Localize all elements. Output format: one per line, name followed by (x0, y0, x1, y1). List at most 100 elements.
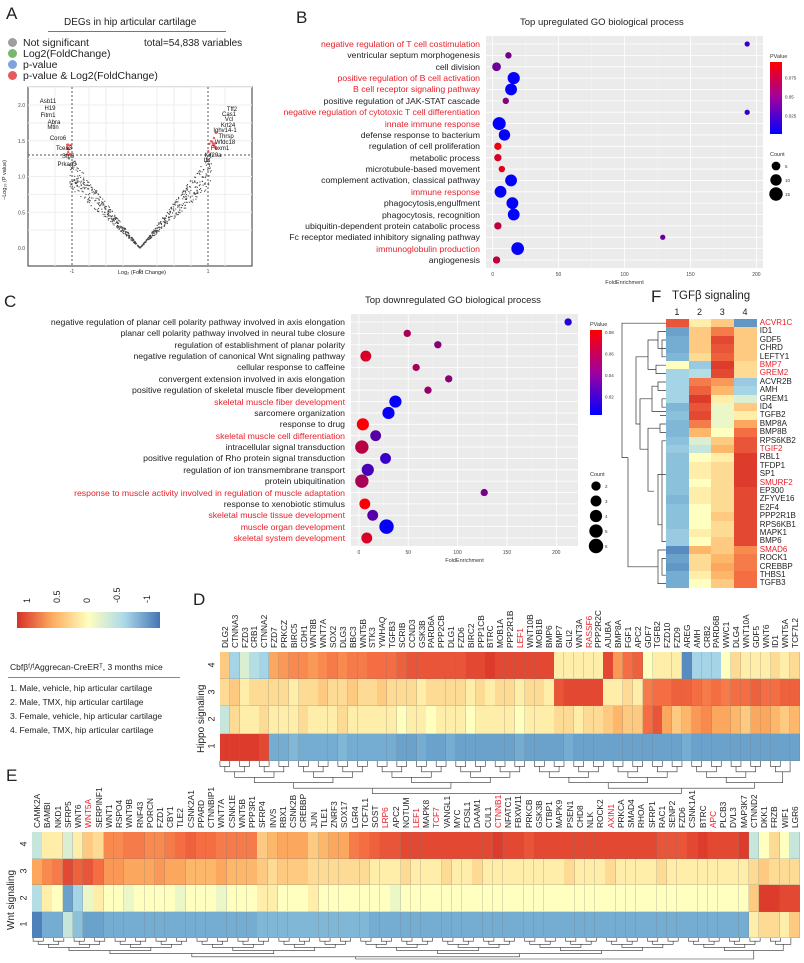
heatmap-cell (652, 706, 663, 734)
dendrogram-branch (68, 947, 152, 951)
heatmap-cell (42, 858, 53, 886)
dendrogram-branch (560, 947, 643, 951)
pvalue-tick: 0.08 (605, 330, 614, 335)
heatmap-cell (446, 679, 457, 707)
heatmap-cell (691, 733, 702, 761)
heatmap-cell (623, 652, 634, 680)
heatmap-cell (666, 571, 689, 580)
x-axis-label: FoldEnrichment (605, 280, 644, 286)
heatmap-cell (573, 733, 585, 761)
dendrogram-branch (607, 782, 755, 789)
term-dot (356, 418, 369, 431)
dendrogram-branch (254, 777, 334, 784)
heatmap-cell (72, 885, 84, 912)
dendrogram-branch (48, 944, 90, 948)
heatmap-cell (113, 858, 125, 886)
heatmap-cell (83, 911, 94, 939)
dendrogram-branch (617, 766, 639, 773)
heatmap-cell (666, 394, 689, 403)
heatmap-cell (349, 911, 360, 939)
term-dot (494, 222, 502, 230)
gene-label: PPP2R2C (593, 610, 604, 648)
heatmap-cell (416, 706, 427, 734)
count-legend-title: Count (590, 472, 605, 478)
volcano-point (88, 198, 90, 200)
dendrogram-branch (730, 761, 742, 767)
heatmap-cell (318, 652, 329, 680)
pvalue-legend-title: PValue (770, 54, 787, 60)
heatmap-cell (83, 832, 94, 859)
heatmap-cell (554, 733, 565, 761)
heatmap-cell (533, 885, 545, 912)
heatmap-cell (770, 706, 781, 734)
heatmap-cell (534, 652, 545, 680)
heatmap-cell (492, 911, 504, 939)
heatmap-cell (603, 652, 614, 680)
heatmap-cell (441, 911, 453, 939)
gene-label: Foxm1 (211, 146, 230, 152)
gene-label: TLE1 (318, 808, 329, 828)
volcano-point (205, 189, 207, 191)
heatmap-cell (472, 832, 483, 859)
volcano-point (174, 216, 176, 218)
heatmap-cell (165, 832, 176, 859)
heatmap-cell (185, 832, 197, 859)
dendrogram-branch (53, 938, 65, 942)
volcano-point (131, 240, 133, 242)
heatmap-cell (688, 554, 712, 563)
volcano-point (94, 192, 96, 195)
legend-dot-icon (8, 71, 17, 80)
heatmap-cell (431, 858, 442, 886)
volcano-point (104, 213, 106, 216)
volcano-point (111, 210, 114, 212)
term-label: skeletal muscle tissue development (208, 510, 345, 521)
volcano-point (148, 238, 150, 240)
heatmap-cell (462, 858, 473, 886)
heatmap-cell (613, 733, 624, 761)
volcano-point (165, 221, 167, 223)
volcano-point (73, 166, 75, 168)
heatmap-cell (462, 832, 473, 859)
volcano-point (115, 217, 117, 219)
heatmap-cell (410, 885, 422, 912)
volcano-point (89, 192, 91, 195)
heatmap-cell (613, 706, 624, 734)
dendrogram-branch (212, 944, 254, 948)
heatmap-cell (677, 832, 688, 859)
count-legend-dot (771, 161, 781, 171)
heatmap-cell (298, 733, 309, 761)
dendrogram-branch (775, 761, 791, 773)
volcano-point (188, 186, 191, 188)
gene-label: BMP6 (544, 625, 555, 648)
volcano-point (157, 230, 160, 232)
heatmap-cell (734, 520, 757, 529)
count-tick: 4 (605, 514, 608, 519)
heatmap-cell (400, 858, 412, 886)
volcano-sig-point (214, 146, 217, 149)
dendrogram-branch (217, 938, 228, 942)
volcano-sig-point (66, 153, 70, 157)
volcano-point (103, 206, 106, 208)
heatmap-cell (32, 858, 43, 886)
heatmap-cell (595, 858, 606, 886)
heatmap-cell (595, 832, 606, 859)
heatmap-cell (495, 652, 506, 680)
volcano-point (80, 184, 82, 186)
heatmap-cell (711, 554, 735, 563)
dendrogram-branch (196, 938, 208, 942)
heatmap-cell (288, 652, 299, 680)
dendrogram-branch (191, 953, 520, 958)
heatmap-cell (165, 858, 176, 886)
volcano-point (178, 198, 180, 200)
volcano-point (104, 206, 107, 208)
heatmap-cell (666, 495, 689, 504)
term-dot (367, 509, 379, 521)
heatmap-cell (711, 537, 735, 546)
term-label: muscle organ development (240, 521, 345, 532)
heatmap-cell (475, 679, 486, 707)
heatmap-cell (688, 419, 712, 429)
gene-label: RBL1 (759, 452, 780, 462)
heatmap-cell (583, 679, 594, 707)
volcano-point (101, 201, 103, 203)
gene-label: Stp5 (62, 154, 75, 160)
